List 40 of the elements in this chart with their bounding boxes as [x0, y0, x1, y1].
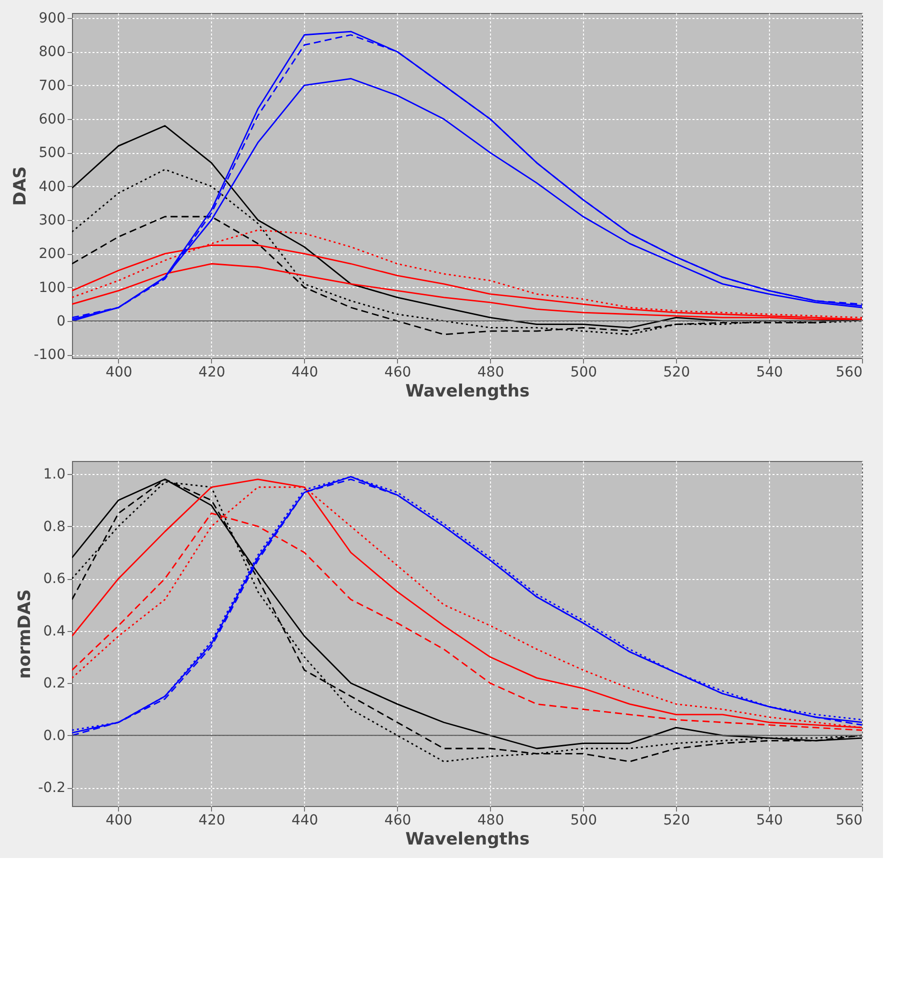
x-tick-label: 520	[663, 364, 690, 380]
y-tick-label: -0.2	[38, 780, 66, 796]
x-tick-label: 420	[198, 812, 226, 828]
y-tick-label: 0.6	[43, 571, 66, 588]
y-tick-label: 0	[56, 313, 66, 330]
y-tick-label: 300	[38, 212, 66, 228]
x-tick-label: 400	[106, 364, 132, 380]
x-tick-label: 500	[570, 364, 598, 380]
x-tick-label: 400	[106, 812, 132, 828]
y-tick-label: 800	[38, 44, 66, 60]
x-tick-label: 480	[477, 364, 504, 380]
x-axis-title: Wavelengths	[405, 830, 530, 850]
y-tick-label: 400	[38, 178, 66, 195]
x-tick-label: 420	[198, 364, 226, 380]
y-tick-label: 500	[38, 145, 66, 162]
x-tick-label: 500	[570, 812, 598, 828]
y-tick-label: 600	[38, 112, 66, 128]
y-axis-title: DAS	[10, 166, 31, 206]
x-axis-title: Wavelengths	[405, 382, 530, 402]
x-tick-label: 540	[756, 812, 783, 828]
y-tick-label: 100	[38, 280, 66, 296]
x-tick-label: 460	[384, 812, 412, 828]
y-axis-title: normDAS	[15, 589, 36, 679]
y-tick-label: 200	[38, 246, 66, 262]
x-tick-label: 480	[477, 812, 504, 828]
x-tick-label: 520	[663, 812, 690, 828]
y-tick-label: 900	[38, 10, 66, 27]
y-tick-label: 1.0	[43, 466, 66, 483]
x-tick-label: 460	[384, 364, 412, 380]
y-tick-label: 0.2	[43, 676, 66, 692]
y-tick-label: 0.4	[43, 623, 66, 640]
x-tick-label: 560	[836, 812, 862, 828]
x-tick-label: 540	[756, 364, 783, 380]
x-tick-label: 440	[291, 812, 318, 828]
x-tick-label: 440	[291, 364, 318, 380]
y-tick-label: 0.8	[43, 518, 66, 535]
y-tick-label: -100	[34, 347, 66, 364]
y-tick-label: 0.0	[43, 728, 66, 744]
y-tick-label: 700	[38, 78, 66, 94]
x-tick-label: 560	[836, 364, 862, 380]
